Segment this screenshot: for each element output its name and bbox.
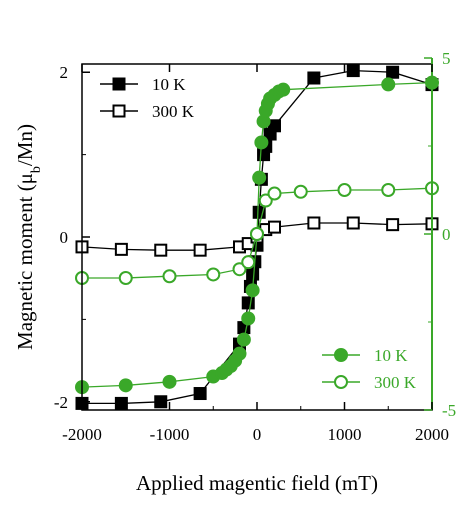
series-open-circle-right	[75, 181, 439, 285]
data-point	[241, 311, 256, 326]
data-point	[193, 243, 207, 257]
data-point	[386, 218, 400, 232]
data-point	[307, 71, 321, 85]
data-point	[346, 216, 360, 230]
legend-label: 300 K	[152, 102, 195, 121]
data-point	[381, 77, 396, 92]
series-filled-circle-right	[75, 75, 439, 395]
legend-label: 300 K	[374, 373, 417, 392]
data-point	[162, 269, 177, 284]
data-point	[381, 183, 396, 197]
data-point	[252, 205, 266, 219]
x-tick-label: 2000	[415, 425, 449, 444]
legend-label: 10 K	[374, 346, 408, 365]
data-point	[293, 184, 308, 199]
data-point	[193, 387, 207, 401]
data-point	[268, 220, 281, 234]
data-point	[162, 374, 177, 389]
data-point	[232, 262, 247, 277]
data-point	[154, 243, 168, 257]
legend-marker	[112, 104, 126, 118]
x-axis-title: Applied magentic field (mT)	[136, 471, 378, 495]
legend-marker	[334, 375, 348, 389]
data-point	[154, 395, 168, 409]
y-right-tick-label: -5	[442, 401, 456, 420]
legend-item: 10 K	[322, 346, 408, 365]
data-point	[236, 332, 251, 347]
data-point	[386, 65, 400, 79]
data-point	[246, 267, 260, 281]
data-point	[206, 267, 221, 282]
x-tick-label: -2000	[62, 425, 102, 444]
data-point	[276, 82, 291, 97]
data-point	[254, 135, 269, 150]
legend-marker	[334, 348, 348, 362]
legend-item: 300 K	[100, 102, 195, 121]
y-axis-title: Magnetic moment (μb/Mn)	[13, 124, 44, 350]
data-point	[250, 227, 264, 241]
data-point	[252, 170, 267, 185]
data-point	[267, 186, 282, 201]
data-point	[114, 396, 128, 410]
data-point	[241, 296, 255, 310]
data-point	[258, 193, 273, 208]
data-point	[232, 346, 247, 361]
legend-item: 300 K	[322, 373, 417, 392]
data-point	[118, 378, 133, 393]
y-left-tick-label: -2	[54, 393, 68, 412]
x-tick-label: 1000	[328, 425, 362, 444]
y-axis-title-tail: /Mn)	[13, 124, 37, 166]
data-point	[114, 242, 128, 256]
y-left-tick-label: 2	[60, 63, 69, 82]
data-point	[118, 271, 133, 285]
data-point	[268, 119, 281, 133]
legend-item: 10 K	[100, 75, 186, 94]
y-left-tick-label: 0	[60, 228, 69, 247]
data-point	[241, 255, 256, 270]
data-point	[346, 64, 360, 78]
y-axis-title-sub: b	[29, 166, 44, 173]
y-right-tick-label: 5	[442, 49, 451, 68]
data-point	[307, 216, 321, 230]
data-point	[245, 283, 260, 298]
x-tick-label: -1000	[150, 425, 190, 444]
legend-label: 10 K	[152, 75, 186, 94]
y-axis-title-main: Magnetic moment (μ	[13, 173, 37, 350]
x-tick-label: 0	[253, 425, 262, 444]
legend-marker	[112, 77, 126, 91]
y-right-tick-label: 0	[442, 225, 451, 244]
data-point	[337, 183, 352, 197]
